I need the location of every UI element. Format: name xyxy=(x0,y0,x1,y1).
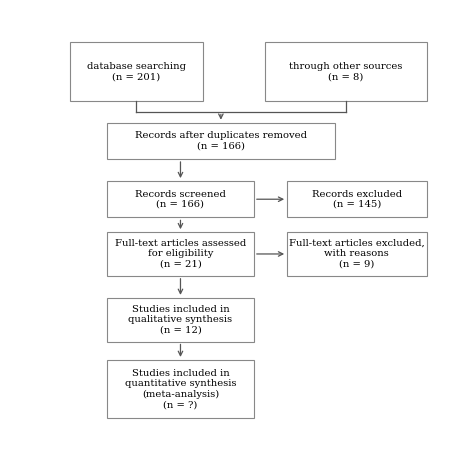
Text: Studies included in
quantitative synthesis
(meta-analysis)
(n = ?): Studies included in quantitative synthes… xyxy=(125,369,236,409)
FancyBboxPatch shape xyxy=(287,181,427,218)
Text: Records after duplicates removed
(n = 166): Records after duplicates removed (n = 16… xyxy=(135,131,307,151)
Text: Records screened
(n = 166): Records screened (n = 166) xyxy=(135,190,226,209)
Text: Full-text articles assessed
for eligibility
(n = 21): Full-text articles assessed for eligibil… xyxy=(115,239,246,269)
FancyBboxPatch shape xyxy=(107,123,335,159)
FancyBboxPatch shape xyxy=(107,232,254,276)
Text: Records excluded
(n = 145): Records excluded (n = 145) xyxy=(312,190,402,209)
FancyBboxPatch shape xyxy=(287,232,427,276)
FancyBboxPatch shape xyxy=(265,42,427,100)
Text: through other sources
(n = 8): through other sources (n = 8) xyxy=(289,62,402,81)
FancyBboxPatch shape xyxy=(107,181,254,218)
FancyBboxPatch shape xyxy=(70,42,202,100)
Text: database searching
(n = 201): database searching (n = 201) xyxy=(87,62,186,81)
FancyBboxPatch shape xyxy=(107,298,254,342)
Text: Full-text articles excluded,
with reasons
(n = 9): Full-text articles excluded, with reason… xyxy=(289,239,425,269)
FancyBboxPatch shape xyxy=(107,360,254,418)
Text: Studies included in
qualitative synthesis
(n = 12): Studies included in qualitative synthesi… xyxy=(128,305,233,335)
